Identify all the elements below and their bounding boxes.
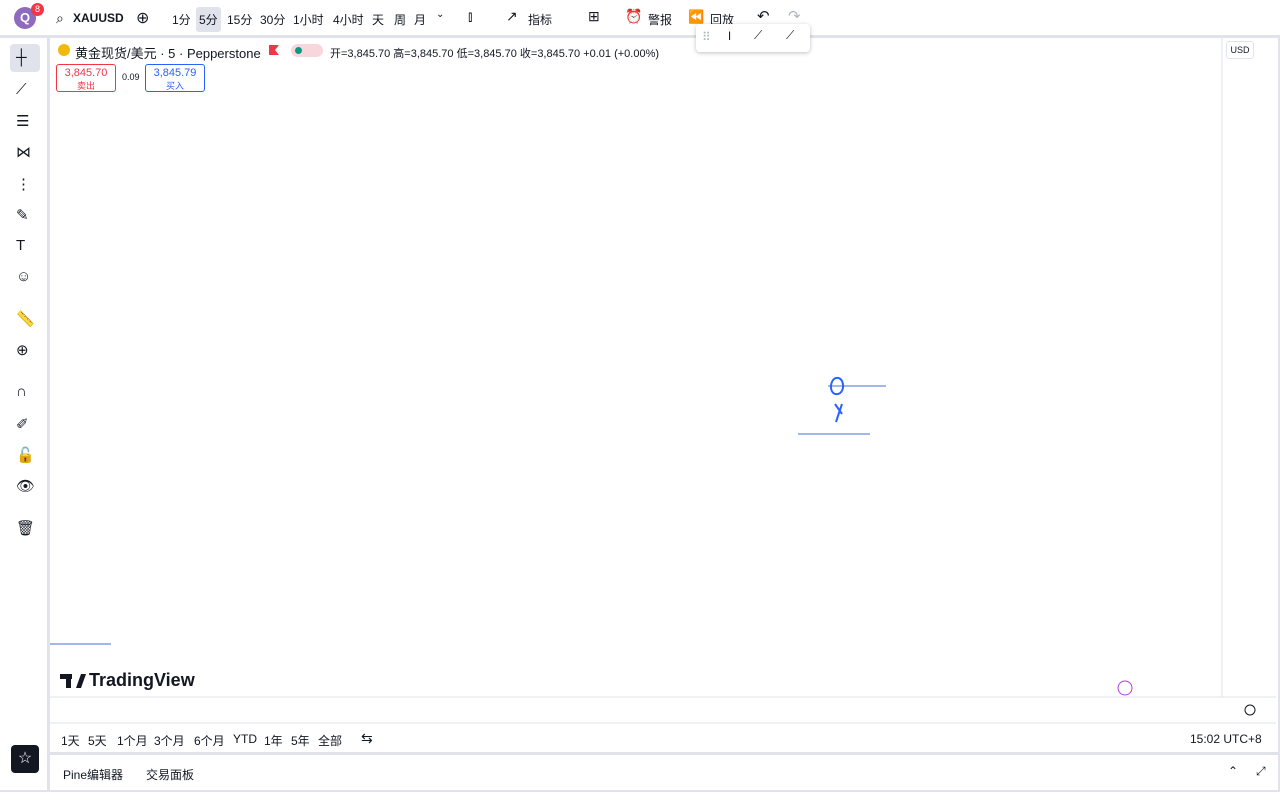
date-range-icon[interactable]: ⇆ — [361, 730, 373, 746]
interval[interactable]: 周 — [394, 13, 407, 27]
left-toolbar — [0, 38, 47, 790]
sell-button[interactable]: 3,845.70 卖出 — [56, 64, 116, 92]
interval[interactable]: 30分 — [260, 13, 286, 27]
status[interactable] — [291, 44, 323, 57]
ohlc: 开=3,845.70 高=3,845.70 低=3,845.70 收=3,845… — [330, 48, 660, 60]
interval[interactable]: 15分 — [227, 13, 253, 27]
badge: 8 — [31, 3, 44, 16]
tool-icon[interactable]: 👁 — [16, 478, 36, 495]
currency[interactable]: USD — [1226, 41, 1254, 59]
range-button[interactable]: 1年 — [264, 734, 283, 748]
sell-label: 卖出 — [76, 81, 95, 91]
avatar[interactable]: Q — [14, 7, 36, 29]
chart-panel — [50, 38, 1278, 752]
tool-icon[interactable]: ☺ — [16, 268, 32, 285]
undo[interactable]: ↶ — [757, 8, 770, 25]
interval[interactable]: 1分 — [172, 13, 191, 27]
add-symbol[interactable]: ⊕ — [136, 10, 150, 27]
sell-price: 3,845.70 — [64, 67, 108, 79]
panel-tab[interactable]: 交易面板 — [146, 768, 195, 782]
range-button[interactable]: 5天 — [88, 734, 107, 748]
symbol-icon — [58, 44, 70, 56]
tool-icon[interactable]: 📏 — [16, 311, 35, 328]
range-button[interactable]: 1个月 — [117, 734, 148, 748]
tool-icon[interactable]: 🔓 — [16, 447, 35, 464]
favorites[interactable]: ☆ — [11, 745, 39, 773]
tool-icon[interactable]: ✎ — [16, 207, 29, 224]
watermark: TradingView — [89, 670, 196, 690]
interval[interactable]: 月 — [414, 13, 427, 27]
tool-icon[interactable]: ∩ — [16, 383, 27, 400]
chart-type[interactable]: ⫾ — [468, 8, 473, 24]
tool-icon[interactable]: T — [16, 237, 26, 254]
interval[interactable]: 天 — [372, 13, 385, 27]
range-button[interactable]: 5年 — [291, 734, 310, 748]
alert[interactable]: 警报 — [648, 13, 673, 27]
indicators[interactable]: 指标 — [528, 13, 553, 27]
buy-price: 3,845.79 — [153, 67, 197, 79]
flag[interactable] — [269, 45, 279, 55]
tool-vline[interactable]: ǀ — [728, 29, 732, 43]
tool-icon[interactable]: ☰ — [16, 113, 30, 130]
tool-icon[interactable]: ┼ — [16, 49, 27, 66]
drag-handle[interactable]: ⠿ — [702, 30, 711, 44]
interval[interactable]: 5分 — [196, 7, 221, 32]
tool-ray[interactable]: ⟋ — [786, 28, 795, 42]
layout-icon[interactable]: ⊞ — [588, 8, 600, 24]
range-button[interactable]: 3个月 — [154, 734, 185, 748]
legend-title[interactable]: 黄金现货/美元 · 5 · Pepperstone — [75, 46, 261, 61]
panel-tab[interactable]: Pine编辑器 — [63, 768, 124, 782]
tool-icon[interactable]: ⊕ — [16, 342, 29, 359]
range-button[interactable]: 1天 — [61, 734, 80, 748]
maximize[interactable]: ⤢ — [1256, 764, 1266, 778]
flash-icon[interactable] — [1117, 680, 1133, 696]
tool-icon[interactable]: ⟋ — [16, 81, 27, 98]
symbol[interactable]: XAUUSD — [73, 11, 124, 25]
alert-icon[interactable]: ⏰ — [625, 8, 643, 24]
range-button[interactable]: 6个月 — [194, 734, 225, 748]
crosshair-tool[interactable] — [10, 44, 40, 72]
floating-toolbar: ⠿ ǀ ⟋ ⟋ — [696, 24, 810, 52]
search-icon[interactable]: ⌕ — [56, 10, 64, 26]
range-button[interactable]: YTD — [233, 732, 257, 746]
replay-icon[interactable]: ⏪ — [688, 9, 705, 24]
replay[interactable]: 回放 — [710, 13, 735, 27]
watermark-logo — [60, 674, 86, 688]
hand-drawing — [830, 376, 844, 423]
interval[interactable]: 1小时 — [293, 13, 324, 27]
indicator-icon[interactable]: ↗ — [506, 8, 518, 24]
range-button[interactable]: 全部 — [318, 734, 343, 748]
buy-label: 买入 — [165, 81, 184, 91]
collapse[interactable]: ⌃ — [1228, 764, 1239, 778]
tool-line[interactable]: ⟋ — [754, 28, 763, 42]
interval[interactable]: 4小时 — [333, 13, 364, 27]
spread: 0.09 — [122, 72, 140, 82]
settings-icon[interactable] — [1244, 704, 1256, 716]
tool-icon[interactable]: ✐ — [16, 416, 29, 433]
tool-icon[interactable]: 🗑 — [16, 520, 36, 537]
buy-button[interactable]: 3,845.79 买入 — [145, 64, 205, 92]
chevron[interactable]: ⌄ — [436, 9, 445, 20]
redo[interactable]: ↷ — [788, 8, 801, 25]
tool-icon[interactable]: ⋮ — [16, 176, 31, 193]
clock: 15:02 UTC+8 — [1190, 732, 1262, 746]
bottom-panel — [50, 755, 1278, 790]
tool-icon[interactable]: ⋈ — [16, 144, 31, 161]
